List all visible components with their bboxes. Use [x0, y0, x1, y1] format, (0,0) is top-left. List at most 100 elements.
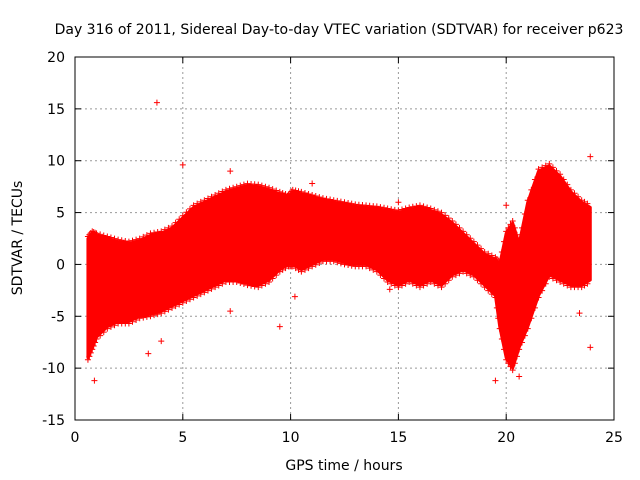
data-point: [420, 203, 427, 210]
data-point: [507, 221, 514, 228]
data-point: [122, 237, 129, 244]
data-point: [496, 259, 503, 266]
data-point: [226, 185, 233, 192]
data-point: [90, 342, 97, 349]
data-point: [519, 339, 526, 346]
data-point: [151, 229, 158, 236]
data-point: [305, 265, 312, 272]
data-point: [136, 315, 143, 322]
y-tick-label: -10: [42, 361, 65, 377]
data-point: [516, 238, 523, 245]
data-point: [143, 313, 150, 320]
data-point: [334, 259, 341, 266]
data-point: [542, 280, 549, 287]
data-point: [481, 284, 488, 291]
data-point: [161, 308, 168, 315]
data-point: [452, 272, 459, 279]
data-point: [240, 181, 247, 188]
chart-title: Day 316 of 2011, Sidereal Day-to-day VTE…: [55, 22, 624, 38]
data-point: [373, 203, 380, 210]
data-point: [424, 204, 431, 211]
data-point: [154, 229, 161, 236]
data-point: [309, 263, 316, 270]
data-envelope: [86, 164, 592, 370]
data-point: [539, 164, 546, 171]
data-point: [151, 312, 158, 319]
data-point: [312, 261, 319, 268]
data-point: [542, 162, 549, 169]
data-point: [251, 283, 258, 290]
data-point: [488, 252, 495, 259]
data-point: [384, 278, 391, 285]
data-point: [140, 233, 147, 240]
data-point: [345, 262, 352, 269]
data-point: [104, 233, 111, 240]
data-point: [295, 188, 302, 195]
data-point: [386, 286, 393, 293]
data-point: [395, 284, 402, 291]
data-points: [84, 99, 594, 384]
data-point: [301, 189, 308, 196]
data-point: [93, 230, 100, 237]
data-point: [511, 224, 518, 231]
data-point: [463, 270, 470, 277]
data-point: [516, 373, 523, 380]
x-tick-label: 20: [497, 430, 515, 446]
data-point: [584, 280, 591, 287]
data-point: [115, 236, 122, 243]
data-point: [215, 190, 222, 197]
data-point: [233, 278, 240, 285]
data-point: [445, 277, 452, 284]
y-tick-label: -15: [42, 413, 65, 429]
data-point: [125, 320, 132, 327]
data-point: [153, 99, 160, 106]
data-point: [478, 245, 485, 252]
data-point: [92, 339, 99, 346]
data-point: [409, 203, 416, 210]
data-point: [91, 377, 98, 384]
data-point: [395, 199, 402, 206]
data-point: [467, 235, 474, 242]
data-point: [509, 367, 516, 374]
data-point: [158, 310, 165, 317]
data-point: [420, 282, 427, 289]
data-point: [136, 235, 143, 242]
data-point: [495, 315, 502, 322]
data-point: [427, 205, 434, 212]
data-point: [309, 180, 316, 187]
data-point: [503, 202, 510, 209]
data-point: [445, 215, 452, 222]
data-point: [244, 282, 251, 289]
data-point: [501, 238, 508, 245]
data-point: [147, 313, 154, 320]
data-point: [549, 275, 556, 282]
data-point: [129, 318, 136, 325]
data-point: [169, 304, 176, 311]
data-point: [492, 294, 499, 301]
data-point: [531, 176, 538, 183]
data-point: [222, 186, 229, 193]
data-point: [388, 206, 395, 213]
data-point: [104, 325, 111, 332]
data-point: [560, 176, 567, 183]
data-point: [498, 336, 505, 343]
data-point: [154, 311, 161, 318]
data-point: [107, 234, 114, 241]
data-point: [452, 221, 459, 228]
data-point: [460, 268, 467, 275]
data-point: [92, 229, 99, 236]
data-point: [273, 187, 280, 194]
data-point: [172, 219, 179, 226]
data-point: [567, 186, 574, 193]
data-point: [100, 232, 107, 239]
data-point: [485, 287, 492, 294]
data-point: [266, 184, 273, 191]
data-point: [309, 192, 316, 199]
data-point: [169, 223, 176, 230]
y-tick-label: 10: [47, 154, 65, 170]
y-tick-label: -5: [51, 309, 65, 325]
y-tick-label: 15: [47, 102, 65, 118]
data-point: [330, 197, 337, 204]
data-point: [208, 193, 215, 200]
data-point: [345, 199, 352, 206]
